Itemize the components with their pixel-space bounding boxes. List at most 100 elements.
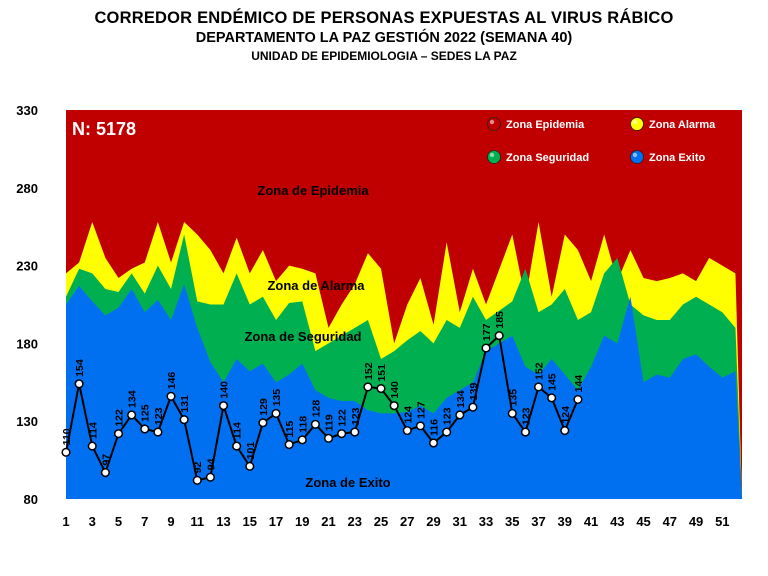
data-point bbox=[192, 475, 202, 485]
legend-label: Zona Alarma bbox=[649, 119, 716, 131]
data-label: 185 bbox=[494, 311, 506, 329]
data-point bbox=[232, 441, 242, 451]
data-label: 116 bbox=[429, 419, 441, 436]
data-label: 110 bbox=[61, 428, 73, 445]
x-tick-label: 9 bbox=[167, 514, 174, 529]
data-point bbox=[573, 394, 583, 404]
data-point bbox=[415, 421, 425, 431]
x-tick-label: 47 bbox=[663, 514, 677, 529]
data-point bbox=[153, 427, 163, 437]
data-point bbox=[297, 435, 307, 445]
data-label: 114 bbox=[87, 422, 99, 439]
x-tick-label: 17 bbox=[269, 514, 283, 529]
data-point bbox=[376, 383, 386, 394]
x-tick-label: 25 bbox=[374, 514, 388, 529]
data-label: 134 bbox=[127, 390, 139, 408]
data-point bbox=[61, 447, 71, 457]
zone-label-alarma: Zona de Alarma bbox=[267, 278, 365, 293]
legend-swatch bbox=[630, 150, 644, 164]
x-tick-label: 51 bbox=[715, 514, 729, 529]
data-label: 123 bbox=[153, 407, 165, 425]
data-label: 123 bbox=[520, 407, 532, 425]
data-label: 97 bbox=[100, 454, 112, 466]
series-line bbox=[65, 333, 579, 482]
y-tick-label: 180 bbox=[16, 336, 38, 351]
data-label: 114 bbox=[232, 422, 244, 439]
data-point bbox=[258, 418, 268, 428]
data-label: 139 bbox=[468, 383, 480, 401]
data-point bbox=[402, 425, 412, 436]
x-tick-label: 49 bbox=[689, 514, 703, 529]
data-label: 115 bbox=[284, 420, 296, 437]
x-tick-label: 21 bbox=[321, 514, 335, 529]
data-point bbox=[87, 441, 97, 451]
data-label: 134 bbox=[455, 390, 467, 408]
data-point bbox=[113, 429, 124, 439]
data-point bbox=[507, 408, 517, 418]
data-label: 146 bbox=[166, 372, 178, 390]
x-tick-label: 7 bbox=[141, 514, 148, 529]
data-point bbox=[166, 391, 176, 401]
data-point bbox=[481, 343, 491, 353]
data-label: 154 bbox=[74, 359, 86, 377]
data-point bbox=[140, 424, 150, 434]
y-tick-label: 80 bbox=[24, 492, 38, 507]
data-point bbox=[284, 439, 294, 450]
x-tick-label: 45 bbox=[636, 514, 650, 529]
y-tick-label: 280 bbox=[16, 181, 38, 196]
data-point bbox=[271, 408, 281, 418]
data-label: 140 bbox=[389, 381, 401, 399]
data-label: 124 bbox=[402, 406, 414, 424]
x-tick-label: 3 bbox=[89, 514, 96, 529]
x-tick-label: 43 bbox=[610, 514, 624, 529]
data-point bbox=[455, 410, 465, 420]
x-tick-label: 37 bbox=[531, 514, 545, 529]
zone-label-epidemia: Zona de Epidemia bbox=[257, 183, 369, 198]
data-label: 101 bbox=[245, 442, 257, 460]
legend-swatch bbox=[630, 117, 644, 131]
x-tick-label: 13 bbox=[216, 514, 230, 529]
data-label: 125 bbox=[140, 404, 152, 422]
data-label: 129 bbox=[258, 398, 270, 416]
data-point bbox=[100, 467, 110, 478]
data-point bbox=[428, 438, 439, 448]
legend-swatch-highlight bbox=[489, 152, 495, 158]
data-label: 124 bbox=[560, 406, 572, 424]
y-tick-label: 230 bbox=[16, 259, 38, 274]
data-point bbox=[533, 382, 544, 392]
x-tick-label: 41 bbox=[584, 514, 598, 529]
data-label: 135 bbox=[507, 389, 519, 407]
data-point bbox=[363, 382, 373, 392]
legend-swatch-highlight bbox=[632, 152, 638, 158]
x-tick-label: 29 bbox=[426, 514, 440, 529]
data-point bbox=[205, 472, 215, 482]
zone-label-exito: Zona de Exito bbox=[305, 475, 390, 490]
data-point bbox=[179, 415, 189, 425]
legend-label: Zona Epidemia bbox=[506, 119, 585, 131]
x-tick-label: 39 bbox=[558, 514, 572, 529]
data-label: 152 bbox=[534, 362, 546, 380]
x-tick-label: 15 bbox=[243, 514, 257, 529]
y-tick-label: 330 bbox=[16, 103, 38, 118]
data-label: 92 bbox=[192, 461, 204, 473]
data-point bbox=[323, 433, 334, 443]
chart-title: CORREDOR ENDÉMICO DE PERSONAS EXPUESTAS … bbox=[94, 9, 674, 27]
x-tick-label: 1 bbox=[62, 514, 69, 529]
x-tick-label: 11 bbox=[190, 514, 204, 529]
data-label: 123 bbox=[350, 407, 362, 425]
data-label: 131 bbox=[179, 395, 191, 413]
data-point bbox=[350, 427, 360, 437]
data-label: 123 bbox=[442, 407, 454, 425]
data-point bbox=[337, 429, 347, 439]
data-label: 122 bbox=[337, 409, 349, 427]
legend-item: Zona Exito bbox=[630, 150, 706, 164]
x-tick-label: 27 bbox=[400, 514, 414, 529]
data-point bbox=[560, 425, 570, 436]
legend-swatch bbox=[487, 117, 501, 131]
x-tick-label: 31 bbox=[453, 514, 467, 529]
legend-swatch bbox=[487, 150, 501, 164]
x-tick-label: 19 bbox=[295, 514, 309, 529]
chart-title-block: CORREDOR ENDÉMICO DE PERSONAS EXPUESTAS … bbox=[0, 8, 768, 64]
x-tick-label: 35 bbox=[505, 514, 519, 529]
